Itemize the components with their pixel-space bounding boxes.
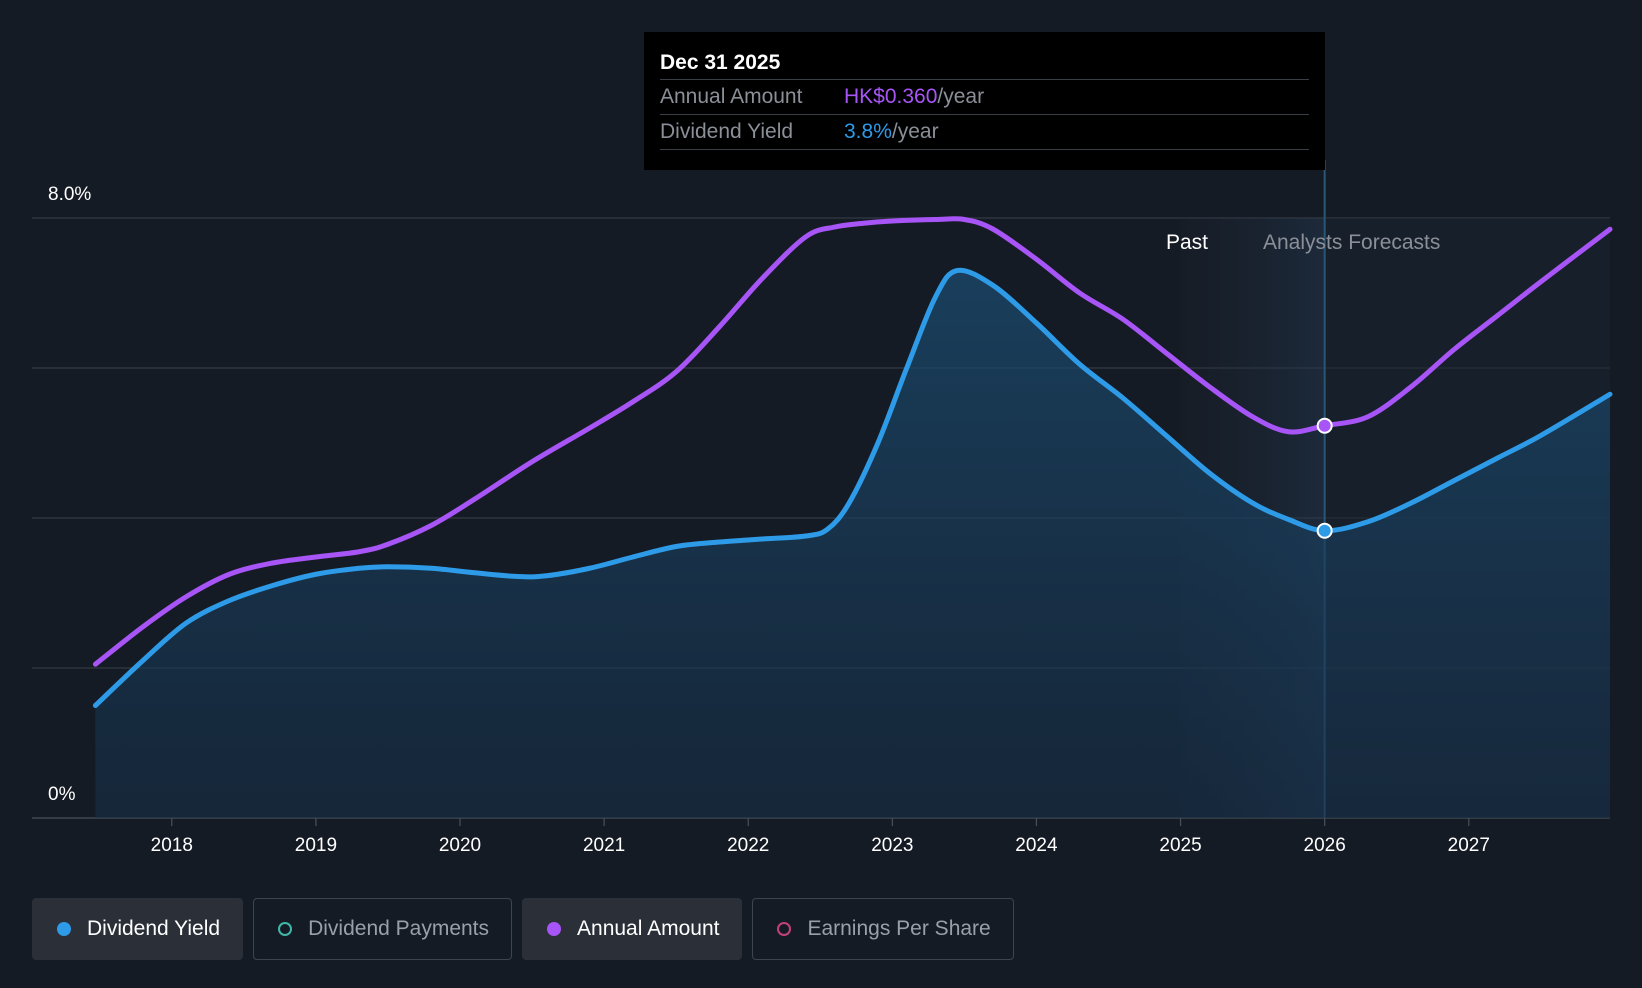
- x-tick-label: 2021: [583, 835, 625, 856]
- legend: Dividend Yield Dividend Payments Annual …: [32, 898, 1014, 960]
- legend-dot-icon: [547, 922, 562, 936]
- legend-earnings-per-share[interactable]: Earnings Per Share: [752, 898, 1014, 960]
- tooltip-date: Dec 31 2025: [660, 51, 781, 74]
- legend-dot-icon: [57, 922, 71, 936]
- tooltip-label: Annual Amount: [660, 85, 803, 108]
- tooltip-row-annual-amount: Annual Amount HK$0.360 /year: [660, 79, 1309, 114]
- marker-layer: [1316, 417, 1333, 539]
- x-axis: 2018 2019 2020 2021 2022 2023 2024 2025 2026 2027: [151, 818, 1490, 856]
- x-tick-label: 2023: [871, 835, 913, 856]
- x-tick-label: 2018: [151, 835, 193, 856]
- x-tick-label: 2019: [295, 835, 337, 856]
- legend-label: Annual Amount: [577, 917, 720, 940]
- x-tick-label: 2022: [727, 835, 769, 856]
- past-label: Past: [1166, 231, 1208, 254]
- x-tick-label: 2027: [1448, 835, 1490, 856]
- x-tick-label: 2025: [1159, 835, 1201, 856]
- legend-label: Dividend Payments: [308, 917, 490, 940]
- dividend-yield-area: [95, 270, 1611, 819]
- forecast-label: Analysts Forecasts: [1263, 231, 1440, 254]
- legend-label: Dividend Yield: [87, 917, 221, 940]
- area-layer: [95, 270, 1611, 819]
- y-tick-label-bottom: 0%: [48, 784, 76, 805]
- tooltip-label: Dividend Yield: [660, 120, 794, 143]
- y-tick-label-top: 8.0%: [48, 184, 92, 205]
- x-tick-label: 2020: [439, 835, 481, 856]
- x-tick-label: 2026: [1304, 835, 1346, 856]
- tooltip-value: 3.8%: [844, 120, 892, 143]
- dividend-yield-marker: [1316, 522, 1333, 539]
- tooltip-row-dividend-yield: Dividend Yield 3.8% /year: [660, 114, 1309, 150]
- tooltip-suffix: /year: [937, 85, 985, 108]
- annual-amount-marker: [1316, 417, 1333, 434]
- tooltip-suffix: /year: [891, 120, 939, 143]
- tooltip: Dec 31 2025 Annual Amount HK$0.360 /year…: [644, 32, 1325, 170]
- legend-dot-icon: [777, 922, 792, 936]
- dividend-yield-line: [92, 267, 1613, 708]
- legend-annual-amount[interactable]: Annual Amount: [522, 898, 743, 960]
- x-tick-label: 2024: [1015, 835, 1058, 856]
- legend-dividend-payments[interactable]: Dividend Payments: [253, 898, 513, 960]
- legend-label: Earnings Per Share: [807, 917, 991, 940]
- tooltip-value: HK$0.360: [844, 85, 938, 108]
- legend-dot-icon: [278, 922, 293, 936]
- legend-dividend-yield[interactable]: Dividend Yield: [32, 898, 244, 960]
